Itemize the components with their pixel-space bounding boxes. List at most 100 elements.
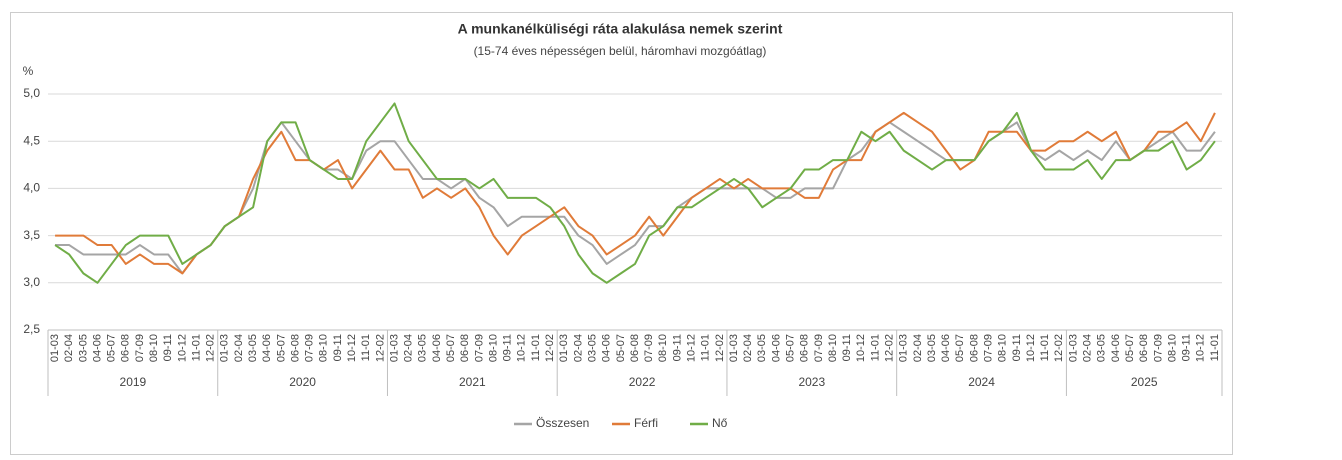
x-tick-label: 11-01 (360, 334, 372, 361)
chart-title: A munkanélküliségi ráta alakulása nemek … (458, 21, 783, 37)
x-tick-label: 06-08 (629, 334, 641, 362)
x-tick-label: 04-06 (601, 334, 613, 362)
x-tick-label: 10-12 (516, 334, 528, 362)
x-tick-label: 04-06 (261, 334, 273, 362)
x-tick-label: 02-04 (1082, 334, 1094, 362)
x-tick-label: 12-02 (205, 334, 217, 362)
x-tick-label: 02-04 (233, 334, 245, 362)
x-tick-label: 01-03 (558, 334, 570, 362)
x-tick-label: 10-12 (855, 334, 867, 362)
x-tick-label: 12-02 (714, 334, 726, 362)
x-tick-label: 12-02 (1053, 334, 1065, 362)
year-label: 2019 (120, 375, 147, 389)
y-tick-label: 3,5 (23, 228, 40, 242)
x-tick-label: 05-07 (954, 334, 966, 362)
legend-label: Férfi (634, 416, 658, 430)
x-tick-label: 03-05 (926, 334, 938, 362)
x-tick-label: 06-08 (289, 334, 301, 362)
legend-label: Összesen (536, 416, 589, 430)
x-tick-label: 02-04 (572, 334, 584, 362)
x-tick-label: 06-08 (459, 334, 471, 362)
x-tick-label: 09-11 (502, 334, 514, 361)
x-tick-label: 03-05 (417, 334, 429, 362)
x-tick-label: 08-10 (657, 334, 669, 362)
x-tick-label: 02-04 (912, 334, 924, 362)
x-tick-label: 10-12 (346, 334, 358, 362)
y-tick-label: 5,0 (23, 86, 40, 100)
x-tick-label: 05-07 (615, 334, 627, 362)
x-tick-label: 07-09 (983, 334, 995, 362)
chart-frame (10, 12, 1233, 455)
chart-subtitle: (15-74 éves népességen belül, háromhavi … (474, 44, 767, 58)
x-tick-label: 08-10 (1166, 334, 1178, 362)
x-tick-label: 08-10 (827, 334, 839, 362)
year-label: 2022 (629, 375, 656, 389)
x-tick-label: 12-02 (544, 334, 556, 362)
year-label: 2020 (289, 375, 316, 389)
x-tick-label: 11-01 (190, 334, 202, 361)
x-tick-label: 07-09 (473, 334, 485, 362)
x-tick-label: 03-05 (77, 334, 89, 362)
x-tick-label: 09-11 (671, 334, 683, 361)
x-tick-label: 11-01 (869, 334, 881, 361)
x-tick-label: 07-09 (643, 334, 655, 362)
x-tick-label: 08-10 (487, 334, 499, 362)
x-tick-label: 09-11 (332, 334, 344, 361)
x-tick-label: 01-03 (728, 334, 740, 362)
x-tick-label: 01-03 (219, 334, 231, 362)
x-tick-label: 03-05 (756, 334, 768, 362)
x-tick-label: 09-11 (162, 334, 174, 361)
x-tick-label: 06-08 (120, 334, 132, 362)
x-tick-label: 04-06 (91, 334, 103, 362)
x-tick-label: 11-01 (1039, 334, 1051, 361)
x-tick-label: 03-05 (1096, 334, 1108, 362)
x-tick-label: 02-04 (63, 334, 75, 362)
x-tick-label: 04-06 (1110, 334, 1122, 362)
x-tick-label: 11-01 (530, 334, 542, 361)
x-tick-label: 01-03 (49, 334, 61, 362)
x-tick-label: 11-01 (1209, 334, 1221, 361)
y-axis-label: % (23, 64, 34, 78)
x-tick-label: 05-07 (1124, 334, 1136, 362)
x-tick-label: 07-09 (813, 334, 825, 362)
series-line (55, 121, 1216, 275)
x-tick-label: 07-09 (304, 334, 316, 362)
x-tick-label: 10-12 (685, 334, 697, 362)
x-tick-label: 03-05 (247, 334, 259, 362)
y-tick-label: 2,5 (23, 322, 40, 336)
x-tick-label: 10-12 (1025, 334, 1037, 362)
x-tick-label: 07-09 (1152, 334, 1164, 362)
x-tick-label: 07-09 (134, 334, 146, 362)
x-tick-label: 05-07 (106, 334, 118, 362)
x-tick-label: 11-01 (700, 334, 712, 361)
x-tick-label: 02-04 (403, 334, 415, 362)
x-tick-label: 08-10 (318, 334, 330, 362)
x-tick-label: 06-08 (968, 334, 980, 362)
x-tick-label: 04-06 (431, 334, 443, 362)
x-tick-label: 10-12 (1195, 334, 1207, 362)
x-tick-label: 01-03 (898, 334, 910, 362)
x-tick-label: 05-07 (275, 334, 287, 362)
legend-label: Nő (712, 416, 728, 430)
x-tick-label: 06-08 (1138, 334, 1150, 362)
series-line (55, 111, 1216, 275)
y-tick-label: 3,0 (23, 275, 40, 289)
x-tick-label: 04-06 (770, 334, 782, 362)
x-tick-label: 06-08 (799, 334, 811, 362)
x-tick-label: 05-07 (445, 334, 457, 362)
x-tick-label: 12-02 (884, 334, 896, 362)
x-tick-label: 05-07 (784, 334, 796, 362)
x-tick-label: 08-10 (997, 334, 1009, 362)
x-tick-label: 01-03 (1067, 334, 1079, 362)
x-tick-label: 09-11 (1011, 334, 1023, 361)
y-tick-label: 4,5 (23, 133, 40, 147)
x-tick-label: 02-04 (742, 334, 754, 362)
year-label: 2023 (798, 375, 825, 389)
x-tick-label: 08-10 (148, 334, 160, 362)
x-tick-label: 03-05 (586, 334, 598, 362)
x-tick-label: 04-06 (940, 334, 952, 362)
x-tick-label: 12-02 (374, 334, 386, 362)
series-line (54, 102, 1216, 284)
